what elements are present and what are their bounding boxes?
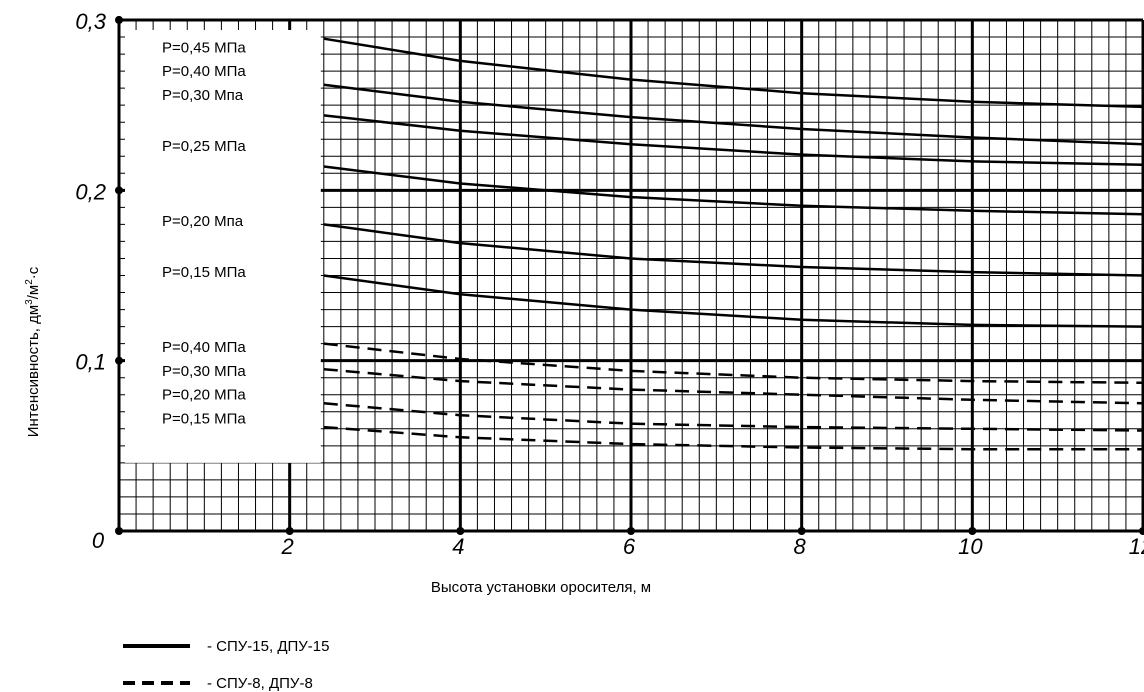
y-axis-title-mid: /м <box>25 285 42 299</box>
x-tick-label: 10 <box>958 534 983 559</box>
curve-label-panel <box>125 30 321 463</box>
series-line-dashed <box>323 425 1143 451</box>
x-axis-title: Высота установки оросителя, м <box>431 579 651 596</box>
curve-label: P=0,20 Мпа <box>162 213 244 230</box>
legend-solid-label: - СПУ-15, ДПУ-15 <box>207 638 329 655</box>
x-tick-dot <box>1139 527 1144 535</box>
series-line-solid <box>323 114 1144 167</box>
curve-label: P=0,30 МПа <box>162 363 246 380</box>
y-tick-label: 0,2 <box>75 179 106 204</box>
y-tick-label: 0,3 <box>75 9 106 34</box>
x-tick-label: 2 <box>281 534 294 559</box>
x-tick-label: 8 <box>794 534 807 559</box>
curve-label: P=0,40 МПа <box>162 339 246 356</box>
series-line-solid <box>323 223 1144 277</box>
origin-dot <box>115 527 123 535</box>
series-line-solid <box>323 83 1144 146</box>
axes <box>115 16 1144 535</box>
y-tick-dot <box>115 16 123 24</box>
y-axis-title-main: Интенсивность, дм <box>25 305 42 437</box>
y-axis-title-sup1: 3 <box>24 299 35 305</box>
series-line-dashed <box>323 402 1144 432</box>
x-tick-dot <box>797 527 806 535</box>
x-tick-label: 4 <box>452 534 464 559</box>
x-tick-dot <box>627 527 635 535</box>
curve-label: P=0,45 МПа <box>162 39 246 56</box>
curve-label: P=0,15 МПа <box>162 264 246 281</box>
y-tick-dot <box>115 356 123 365</box>
series-line-dashed <box>323 342 1144 385</box>
y-axis-title-end: ·с <box>25 266 42 279</box>
legend: - СПУ-15, ДПУ-15 - СПУ-8, ДПУ-8 <box>123 638 329 692</box>
legend-dashed-label: - СПУ-8, ДПУ-8 <box>207 675 313 692</box>
curve-label: P=0,25 МПа <box>162 138 246 155</box>
x-tick-dot <box>285 527 294 535</box>
x-tick-label: 6 <box>623 534 636 559</box>
curve-label: P=0,30 Мпа <box>162 87 244 104</box>
series-line-dashed <box>323 367 1144 405</box>
series-line-solid <box>323 165 1144 216</box>
curve-labels: P=0,45 МПа P=0,40 МПа P=0,30 Мпа P=0,25 МПа… <box>162 39 246 427</box>
y-tick-dot <box>115 186 123 195</box>
y-axis-title: Интенсивность, дм3/м2·с <box>24 266 42 437</box>
series-group <box>323 37 1144 451</box>
series-line-solid <box>323 37 1144 109</box>
x-tick-label: 0 <box>92 528 105 553</box>
tick-labels: 0 2 4 6 8 10 12 0,1 0,2 0,3 <box>75 9 1144 559</box>
curve-label: P=0,15 МПа <box>162 411 246 428</box>
y-tick-label: 0,1 <box>75 350 106 375</box>
curve-label: P=0,40 МПа <box>162 63 246 80</box>
x-tick-dot <box>456 527 465 535</box>
curve-label: P=0,20 МПа <box>162 387 246 404</box>
x-tick-label: 12 <box>1129 534 1144 559</box>
x-tick-dot <box>968 527 977 535</box>
series-line-solid <box>323 274 1144 328</box>
y-axis-title-sup2: 2 <box>24 279 35 285</box>
